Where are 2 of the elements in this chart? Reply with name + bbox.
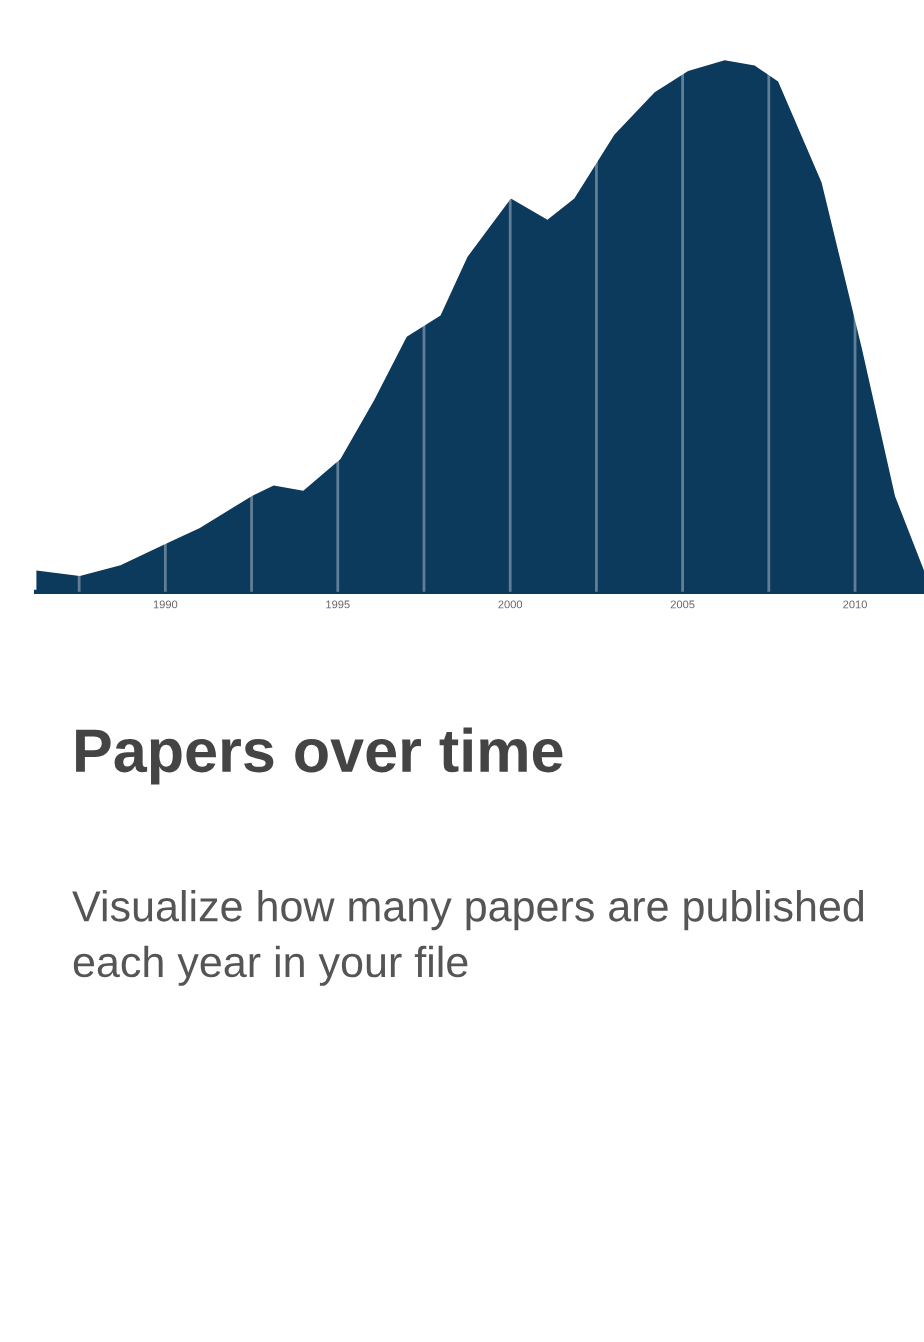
- text: Papers over time: [76, 727, 563, 785]
- text: Visualize how many papers are published each year in your file: [72, 890, 864, 986]
